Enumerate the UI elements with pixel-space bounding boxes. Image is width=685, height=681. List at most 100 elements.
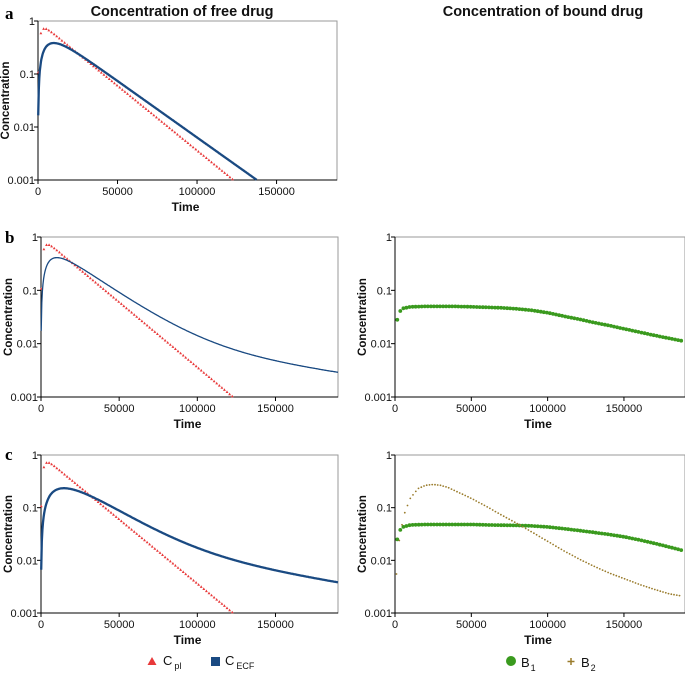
b1-point: [523, 307, 528, 312]
c-pl-point: [225, 173, 229, 176]
b2-point: [491, 509, 494, 511]
c-pl-point: [225, 606, 229, 610]
b2-point: [667, 592, 670, 595]
b1-point: [566, 527, 571, 532]
c-ecf-line: [40, 487, 339, 584]
b1-point: [545, 525, 549, 529]
x-axis-label: Time: [524, 633, 552, 647]
b1-point: [520, 307, 525, 312]
b1-point: [548, 525, 552, 530]
x-tick-label: 50000: [456, 619, 487, 631]
c-pl-point: [73, 481, 77, 484]
c-pl-point: [65, 257, 69, 260]
b1-point: [609, 324, 613, 328]
y-tick-label: 0.001: [364, 608, 392, 620]
c-pl-point: [194, 364, 198, 368]
legend-c-pl-sub: pl: [174, 661, 181, 671]
c-pl-point: [210, 160, 213, 164]
c-pl-point: [101, 504, 105, 508]
c-pl-point: [96, 500, 100, 503]
c-pl-point: [83, 272, 87, 275]
chart-b-bound-drug: 0.001 0.01 0.1 1 0 50000 100000 150000 Time Conce…: [357, 232, 685, 431]
b2-point: [472, 498, 475, 501]
b2-point: [577, 557, 579, 560]
c-pl-point: [163, 555, 167, 559]
y-axis-label: Concentration: [357, 495, 369, 573]
y-tick-label: 1: [386, 232, 392, 244]
c-pl-point: [107, 77, 111, 80]
b2-point: [631, 581, 634, 583]
b2-point: [656, 589, 659, 592]
y-axis-label: Concentration: [0, 62, 12, 140]
b1-point: [679, 338, 684, 343]
b2-point: [535, 533, 538, 536]
c-pl-point: [225, 390, 229, 393]
b2-point: [516, 522, 519, 525]
c-pl-point: [47, 28, 51, 32]
b1-point: [541, 310, 546, 315]
b1-point: [471, 305, 476, 309]
c-pl-point: [207, 158, 211, 162]
b2-point: [615, 574, 618, 577]
c-pl-point: [42, 247, 46, 251]
b2-point: [530, 530, 532, 533]
b1-point: [465, 522, 470, 527]
b2-point: [664, 591, 667, 594]
c-pl-point: [118, 85, 122, 89]
b1-point: [541, 524, 546, 529]
x-tick-label: 100000: [529, 403, 566, 415]
y-tick-label: 0.01: [14, 122, 35, 134]
c-pl-point: [168, 126, 171, 130]
c-pl-point: [191, 145, 195, 149]
b2-point: [618, 575, 620, 578]
b1-point: [416, 304, 421, 309]
b2-point: [623, 577, 626, 580]
c-pl-point: [135, 315, 139, 318]
b1-point: [548, 311, 552, 316]
c-pl-point: [60, 470, 64, 474]
c-pl-point: [107, 508, 110, 512]
c-pl-point: [91, 278, 95, 282]
series-c-pl: [36, 27, 234, 181]
c-pl-point: [58, 250, 61, 254]
x-axis-label: Time: [524, 417, 552, 431]
b1-point: [554, 312, 558, 317]
b2-point: [629, 580, 631, 582]
b2-point: [423, 485, 425, 487]
b2-point: [585, 561, 587, 564]
c-pl-point: [204, 373, 208, 376]
c-pl-point: [83, 489, 87, 493]
b2-point: [414, 490, 417, 493]
b1-point: [560, 313, 564, 318]
b1-point: [612, 533, 616, 538]
c-pl-point: [42, 465, 46, 469]
b1-point: [474, 522, 479, 527]
b1-point: [459, 522, 464, 527]
b2-point: [505, 516, 508, 519]
c-pl-point: [181, 570, 185, 573]
c-pl-point: [52, 32, 56, 36]
c-pl-point: [145, 323, 149, 327]
c-pl-point: [65, 43, 69, 46]
c-pl-point: [217, 167, 221, 170]
b2-point: [497, 512, 500, 514]
c-pl-point: [105, 75, 108, 78]
b2-point: [648, 586, 651, 589]
b2-point: [398, 539, 401, 542]
c-pl-point: [152, 113, 156, 117]
c-pl-point: [176, 349, 180, 353]
c-pl-point: [122, 304, 126, 308]
b1-point: [557, 526, 561, 531]
c-pl-point: [143, 538, 146, 542]
c-pl-point: [161, 336, 164, 340]
b1-point: [517, 307, 522, 311]
c-pl-point: [50, 244, 53, 248]
b1-point: [661, 335, 665, 339]
c-pl-point: [210, 593, 213, 597]
b1-point: [483, 523, 488, 527]
x-axis-label: Time: [174, 633, 202, 647]
c-pl-point: [117, 300, 121, 303]
b2-point: [450, 488, 453, 490]
b1-point: [526, 523, 531, 528]
